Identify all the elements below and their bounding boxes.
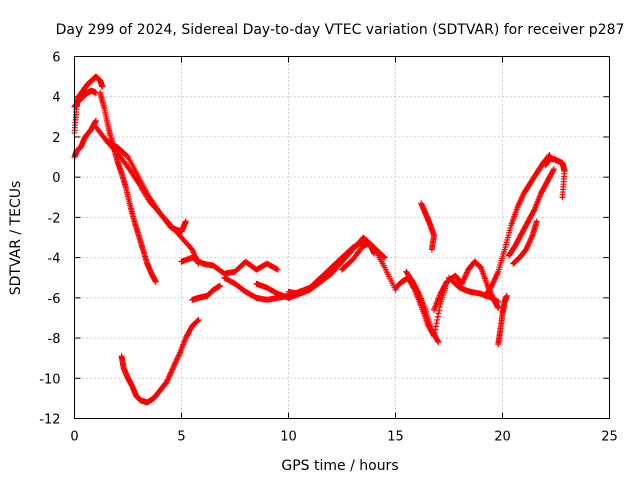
data-series [285,234,399,297]
y-tick-label: 6 [52,51,60,66]
y-tick-label: -2 [48,211,61,226]
data-point [432,323,439,330]
x-tick-label: 25 [601,430,618,445]
data-point [433,320,440,327]
data-point [371,250,378,257]
y-tick-label: 2 [52,131,60,146]
data-series [71,117,99,161]
data-point [434,316,441,323]
data-point [503,292,510,299]
data-point [273,266,280,273]
data-point [530,207,537,214]
data-series [482,152,553,299]
data-series [510,218,540,267]
data-point [435,310,442,317]
data-point [533,218,540,225]
data-series [403,268,442,346]
y-tick-label: -8 [48,332,61,347]
y-axis-label: SDTVAR / TECUs [8,181,24,296]
data-point [415,289,422,296]
data-series [339,240,378,273]
y-tick-label: -6 [48,292,61,307]
data-point [194,318,201,325]
y-tick-label: 0 [52,171,60,186]
data-point [428,246,435,253]
y-tick-label: -10 [39,372,60,387]
data-series [118,316,202,406]
data-series [97,89,159,285]
x-tick-label: 15 [387,430,404,445]
data-point [435,339,442,346]
x-tick-label: 5 [177,430,185,445]
data-series [542,156,568,201]
data-series [505,166,557,259]
data-point [550,166,557,173]
y-tick-label: -4 [48,252,61,267]
data-point [434,337,441,344]
x-tick-label: 10 [280,430,297,445]
data-series [495,292,510,348]
data-point [380,253,387,260]
data-series [221,274,313,303]
y-tick-label: -12 [39,413,60,428]
data-point [274,266,281,273]
data-points [71,73,568,406]
data-point [550,167,557,174]
data-point [436,307,443,314]
x-tick-label: 0 [70,430,78,445]
data-point [381,254,388,261]
data-series [71,87,99,110]
plot-frame [74,56,610,419]
data-point [495,298,502,305]
data-point [92,117,99,124]
data-point [152,278,159,285]
x-axis-label: GPS time / hours [281,458,398,474]
data-point [476,263,483,270]
data-point [182,218,189,225]
data-point [123,153,130,160]
data-point [559,194,566,201]
data-series [178,254,281,277]
data-series [103,137,189,235]
tick-labels: 0 5 10 15 20 25 -12 -10 -8 -6 -4 -2 0 2 4 6 [39,51,618,445]
x-tick-label: 20 [494,430,511,445]
data-point [194,317,201,324]
y-tick-label: 4 [52,91,60,106]
grid [74,56,610,419]
data-point [434,313,441,320]
chart-title: Day 299 of 2024, Sidereal Day-to-day VTE… [56,22,625,38]
data-point [195,316,202,323]
data-point [99,83,106,90]
data-series [418,200,438,253]
data-point [217,282,224,289]
axis-ticks [74,56,610,419]
data-series [189,282,224,303]
data-point [495,304,502,311]
